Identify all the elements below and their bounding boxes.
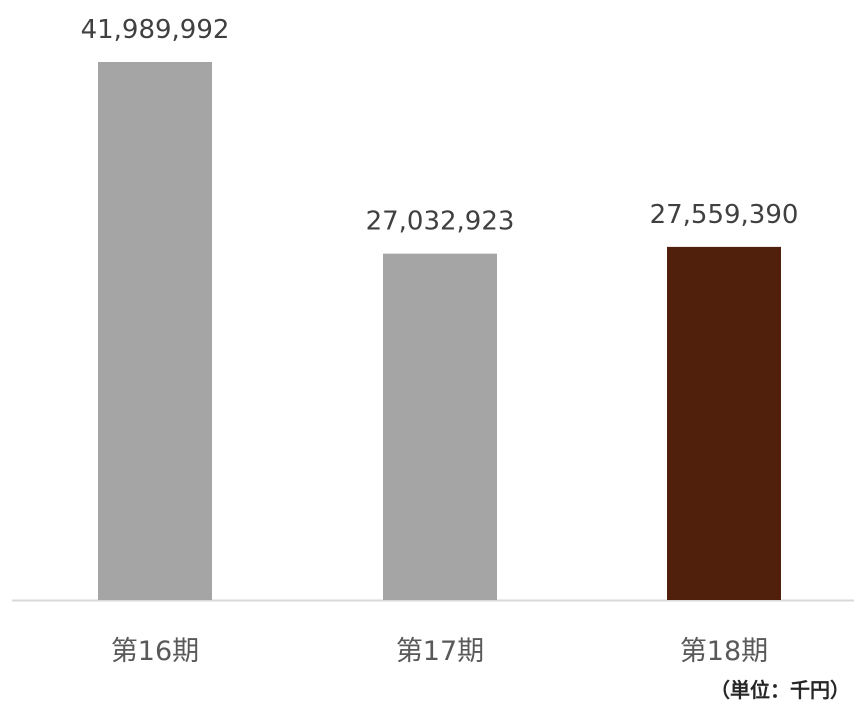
value-label-3: 27,559,390 (650, 200, 799, 230)
bar-2 (383, 253, 497, 600)
category-label-3: 第18期 (680, 636, 768, 667)
bar-3 (667, 246, 781, 601)
category-label-2: 第17期 (396, 636, 484, 667)
unit-note: （単位：千円） (710, 678, 850, 702)
value-label-2: 27,032,923 (366, 207, 515, 237)
category-label-1: 第16期 (111, 636, 199, 667)
bar-1 (98, 62, 212, 600)
value-label-1: 41,989,992 (81, 15, 230, 45)
